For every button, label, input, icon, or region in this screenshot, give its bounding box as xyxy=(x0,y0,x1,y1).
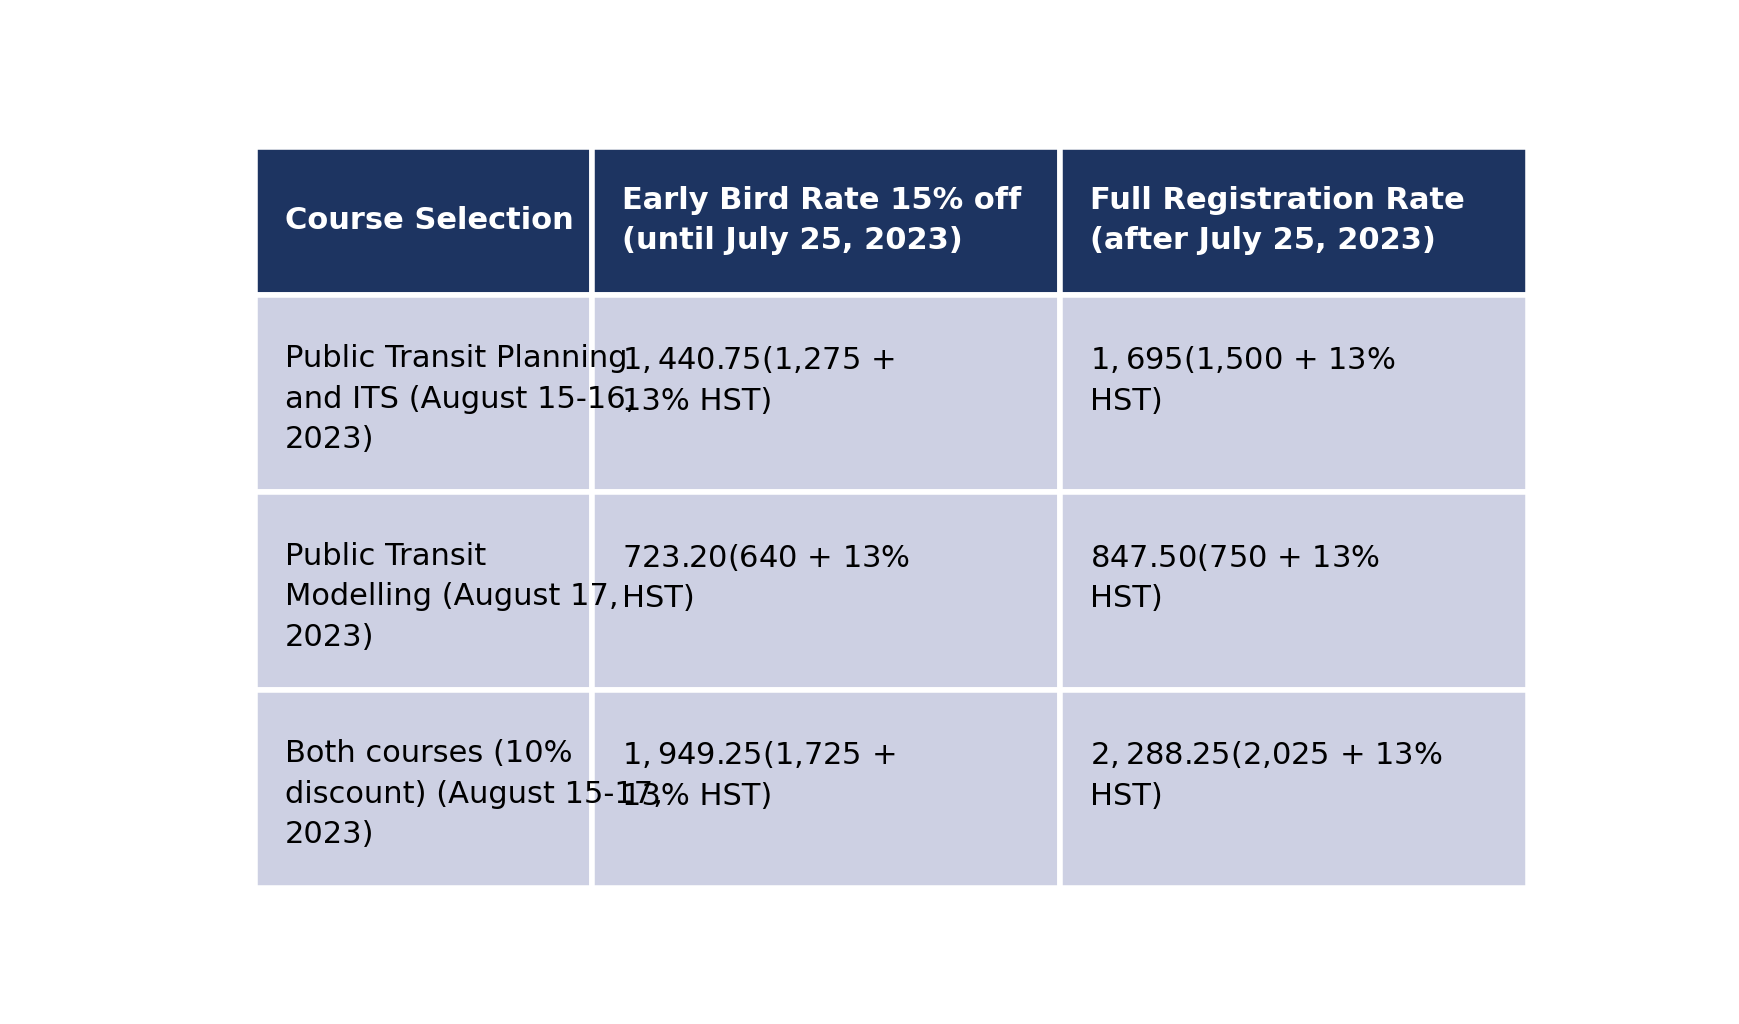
Text: $1,695 ($1,500 + 13%
HST): $1,695 ($1,500 + 13% HST) xyxy=(1089,344,1395,416)
Text: Public Transit
Modelling (August 17,
2023): Public Transit Modelling (August 17, 202… xyxy=(285,542,617,652)
Text: Both courses (10%
discount) (August 15-17,
2023): Both courses (10% discount) (August 15-1… xyxy=(285,739,663,850)
Text: Early Bird Rate 15% off
(until July 25, 2023): Early Bird Rate 15% off (until July 25, … xyxy=(621,186,1021,255)
Text: $723.20 ($640 + 13%
HST): $723.20 ($640 + 13% HST) xyxy=(621,542,909,613)
Text: Public Transit Planning
and ITS (August 15-16,
2023): Public Transit Planning and ITS (August … xyxy=(285,344,635,455)
Bar xyxy=(256,295,591,493)
Text: Course Selection: Course Selection xyxy=(285,206,574,236)
Text: $847.50 ($750 + 13%
HST): $847.50 ($750 + 13% HST) xyxy=(1089,542,1379,613)
Text: $1,949.25 ($1,725 +
13% HST): $1,949.25 ($1,725 + 13% HST) xyxy=(621,739,896,811)
Text: Full Registration Rate
(after July 25, 2023): Full Registration Rate (after July 25, 2… xyxy=(1089,186,1464,255)
Bar xyxy=(591,146,1059,295)
Bar xyxy=(1059,146,1527,295)
Bar xyxy=(256,690,591,888)
Bar xyxy=(1059,295,1527,493)
Bar xyxy=(1059,690,1527,888)
Text: $2,288.25 ($2,025 + 13%
HST): $2,288.25 ($2,025 + 13% HST) xyxy=(1089,739,1442,811)
Bar xyxy=(1059,493,1527,690)
Text: $1,440.75 ($1,275 +
13% HST): $1,440.75 ($1,275 + 13% HST) xyxy=(621,344,894,416)
Bar xyxy=(591,295,1059,493)
Bar xyxy=(256,493,591,690)
Bar xyxy=(256,146,591,295)
Bar xyxy=(591,493,1059,690)
Bar xyxy=(591,690,1059,888)
